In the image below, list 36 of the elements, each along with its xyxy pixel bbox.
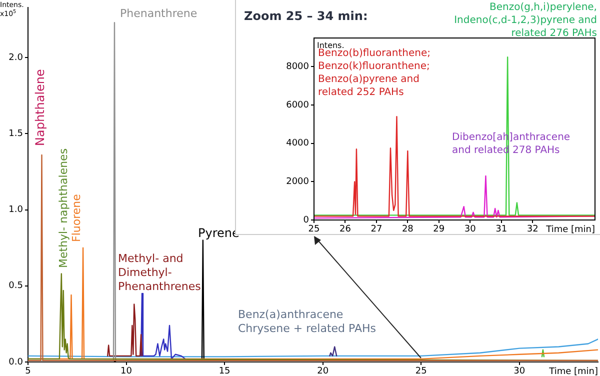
y-tick-label: 1.5 <box>8 129 23 140</box>
x-tick-label: 26 <box>339 224 352 235</box>
x-tick-label: 25 <box>415 366 427 376</box>
x-tick-label: 29 <box>433 224 445 235</box>
x-tick-label: 25 <box>308 224 320 235</box>
x-tick-label: 5 <box>25 366 31 376</box>
x-axis-title: Time [min] <box>545 225 596 235</box>
x-tick-label: 30 <box>514 366 526 376</box>
annotation: Benzo(g,h,i)perylene, Indeno(c,d-1,2,3)pyrene and related 276 PAHs <box>454 2 597 39</box>
y-tick-label: 8000 <box>286 62 310 72</box>
x-tick-label: 15 <box>218 366 230 376</box>
x-tick-label: 27 <box>370 224 382 235</box>
x-tick-label: 32 <box>526 224 538 235</box>
y-tick-label: 4000 <box>286 138 310 149</box>
y-tick-label: 2000 <box>286 177 310 188</box>
x-tick-label: 31 <box>496 224 508 235</box>
annotation: Methyl- and Dimethyl- Phenanthrenes <box>118 252 202 293</box>
x-axis-title: Time [min] <box>548 367 598 376</box>
y-tick-label: 0 <box>303 215 310 226</box>
y-tick-label: 0.5 <box>8 281 23 292</box>
annotation: Phenanthrene <box>120 7 198 20</box>
annotation: Fluorene <box>70 194 83 242</box>
y-tick-label: 1.0 <box>8 205 24 216</box>
y-tick-label: 6000 <box>286 100 310 110</box>
annotation: Methyl- naphthalenes <box>57 148 70 268</box>
x-tick-label: 28 <box>402 224 414 235</box>
annotation: Benz(a)anthracene Chrysene + related PAHs <box>238 308 376 335</box>
x-tick-label: 30 <box>464 224 476 235</box>
annotation: Benzo(b)fluoranthene; Benzo(k)fluoranthene; Benzo(a)pyrene and related 252 PAHs <box>318 48 430 98</box>
y-tick-label: 0.0 <box>8 357 24 368</box>
y-tick-label: 2.0 <box>8 52 24 63</box>
y-axis-title: Intens. <box>317 41 344 50</box>
annotation: Naphthalene <box>33 69 47 146</box>
x-tick-label: 20 <box>317 366 329 376</box>
x-tick-label: 10 <box>120 366 132 376</box>
chart-title: Zoom 25 – 34 min: <box>244 9 368 23</box>
